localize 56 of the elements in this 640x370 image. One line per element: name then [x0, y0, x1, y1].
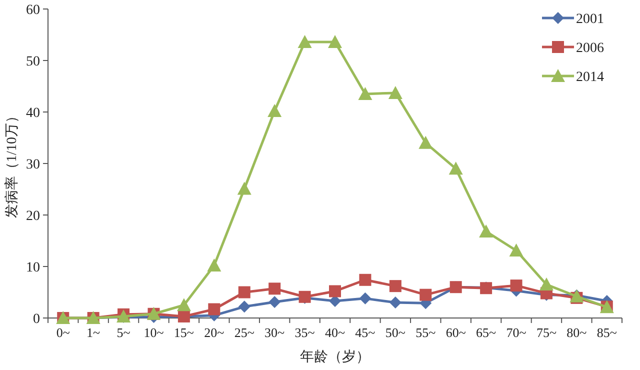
x-tick-label: 65~ [476, 325, 496, 340]
x-tick-label: 1~ [86, 325, 100, 340]
point [389, 280, 402, 292]
x-tick-label: 15~ [174, 325, 194, 340]
point [389, 296, 402, 309]
point [238, 286, 250, 298]
x-tick-label: 5~ [116, 325, 130, 340]
x-tick-label: 30~ [264, 325, 285, 340]
legend-label: 2006 [576, 41, 604, 56]
point [359, 292, 372, 304]
y-tick-label: 40 [26, 106, 40, 121]
y-tick-label: 60 [26, 3, 40, 18]
point [510, 280, 522, 292]
y-tick-label: 50 [26, 54, 40, 70]
y-axis-title: 发病率（1/10万） [4, 109, 20, 218]
legend-label: 2014 [576, 70, 604, 85]
point [268, 104, 282, 117]
x-tick-label: 45~ [355, 325, 376, 340]
x-tick-label: 80~ [566, 325, 587, 340]
point [418, 136, 433, 149]
point [268, 296, 281, 308]
point [479, 224, 494, 238]
point [420, 288, 432, 301]
x-tick-label: 35~ [294, 325, 315, 340]
x-tick-label: 25~ [234, 325, 254, 340]
point [509, 244, 524, 257]
point [176, 298, 191, 312]
point [448, 162, 463, 175]
x-tick-label: 55~ [416, 325, 436, 340]
x-tick-label: 40~ [324, 325, 346, 340]
x-tick-label: 50~ [385, 325, 406, 340]
point [388, 86, 402, 99]
x-tick-label: 70~ [506, 325, 526, 340]
x-tick-label: 10~ [144, 325, 164, 340]
x-tick-label: 75~ [536, 325, 556, 340]
x-axis-title: 年龄（岁） [300, 349, 370, 365]
y-tick-label: 20 [26, 209, 40, 224]
x-tick-label: 60~ [446, 325, 466, 340]
point [268, 282, 281, 295]
point [207, 258, 222, 272]
y-tick-label: 30 [26, 158, 40, 172]
x-tick-label: 20~ [204, 325, 224, 340]
y-tick-label: 10 [26, 260, 40, 276]
point [238, 300, 250, 313]
y-tick-label: 0 [33, 312, 40, 327]
point [328, 34, 342, 48]
point [237, 182, 252, 195]
x-tick-label: 85~ [596, 325, 617, 340]
point [358, 86, 372, 100]
point [359, 274, 372, 286]
legend-label: 2001 [576, 12, 604, 27]
point [208, 303, 220, 316]
point [539, 278, 554, 291]
point [329, 285, 341, 298]
x-tick-label: 0~ [56, 325, 70, 340]
point [298, 34, 312, 48]
